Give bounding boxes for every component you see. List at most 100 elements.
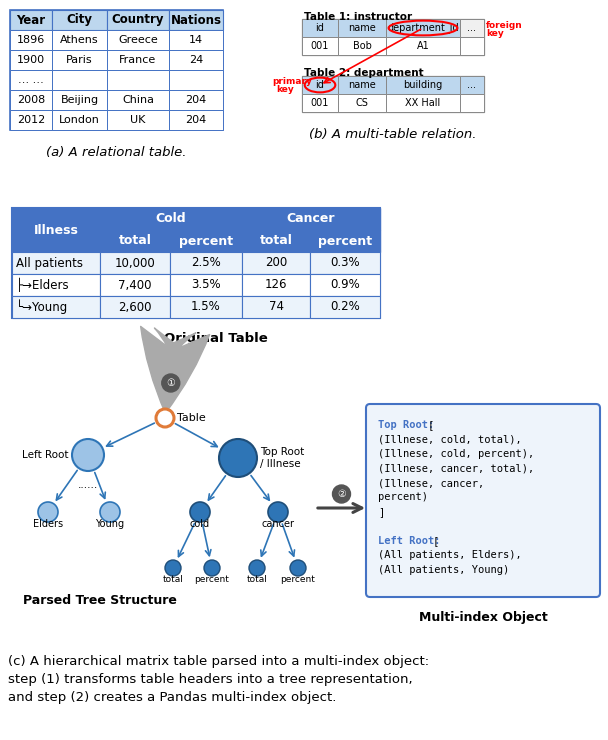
- Text: 24: 24: [189, 55, 203, 65]
- Text: Original Table: Original Table: [164, 332, 268, 345]
- Bar: [302, 37, 338, 55]
- Text: London: London: [59, 115, 100, 125]
- Text: [: [: [433, 536, 439, 546]
- Text: total: total: [162, 576, 184, 585]
- Bar: [169, 30, 223, 50]
- Text: Country: Country: [112, 13, 164, 27]
- Text: cold: cold: [190, 519, 210, 529]
- Text: ②: ②: [337, 489, 346, 499]
- Circle shape: [204, 560, 220, 576]
- Bar: [170, 274, 242, 296]
- Text: (a) A relational table.: (a) A relational table.: [46, 146, 187, 159]
- Text: 1896: 1896: [17, 35, 45, 45]
- Text: ①: ①: [167, 378, 175, 388]
- Text: ├→Elders: ├→Elders: [16, 278, 70, 292]
- Text: 10,000: 10,000: [115, 257, 156, 269]
- Text: step (1) transforms table headers into a tree representation,: step (1) transforms table headers into a…: [8, 673, 413, 686]
- Text: 1.5%: 1.5%: [191, 300, 221, 314]
- Bar: [52, 90, 107, 110]
- Text: 1900: 1900: [17, 55, 45, 65]
- Bar: [302, 94, 338, 112]
- Circle shape: [156, 409, 174, 427]
- Circle shape: [268, 502, 288, 522]
- Text: A1: A1: [416, 41, 429, 51]
- Bar: [460, 37, 484, 55]
- Bar: [242, 230, 310, 252]
- Bar: [242, 252, 310, 274]
- Circle shape: [190, 502, 210, 522]
- Bar: [460, 94, 484, 112]
- Text: 2012: 2012: [17, 115, 45, 125]
- Text: Multi-index Object: Multi-index Object: [419, 611, 547, 624]
- Text: (Illnese, cold, total),: (Illnese, cold, total),: [378, 434, 522, 445]
- Bar: [310, 274, 380, 296]
- Text: [: [: [428, 420, 434, 430]
- Bar: [169, 70, 223, 90]
- Text: Cold: Cold: [156, 212, 186, 226]
- Text: 2008: 2008: [17, 95, 45, 105]
- Bar: [460, 76, 484, 94]
- Text: department_id: department_id: [387, 22, 459, 33]
- Text: (c) A hierarchical matrix table parsed into a multi-index object:: (c) A hierarchical matrix table parsed i…: [8, 655, 429, 668]
- Text: id: id: [316, 23, 325, 33]
- Text: └→Young: └→Young: [16, 300, 68, 314]
- Text: cancer: cancer: [261, 519, 294, 529]
- Bar: [10, 10, 223, 130]
- Bar: [242, 208, 380, 230]
- Text: primary: primary: [272, 78, 312, 87]
- Bar: [310, 296, 380, 318]
- Text: 126: 126: [264, 278, 287, 292]
- Bar: [302, 76, 338, 94]
- Bar: [52, 30, 107, 50]
- Bar: [170, 252, 242, 274]
- Circle shape: [38, 502, 58, 522]
- Bar: [338, 94, 386, 112]
- Bar: [52, 50, 107, 70]
- Bar: [170, 296, 242, 318]
- Bar: [52, 10, 107, 30]
- Bar: [338, 19, 386, 37]
- Circle shape: [72, 439, 104, 471]
- Bar: [107, 50, 169, 70]
- Text: 001: 001: [311, 98, 329, 108]
- Bar: [12, 252, 100, 274]
- Text: 0.2%: 0.2%: [330, 300, 360, 314]
- Bar: [12, 274, 100, 296]
- Bar: [100, 274, 170, 296]
- Bar: [12, 208, 380, 318]
- Text: Nations: Nations: [170, 13, 221, 27]
- Bar: [10, 50, 52, 70]
- Text: 74: 74: [269, 300, 283, 314]
- Text: Top Root:: Top Root:: [378, 420, 441, 430]
- Bar: [386, 76, 460, 94]
- Text: Cancer: Cancer: [287, 212, 335, 226]
- Text: Beijing: Beijing: [60, 95, 98, 105]
- Text: 14: 14: [189, 35, 203, 45]
- Text: 0.9%: 0.9%: [330, 278, 360, 292]
- Text: percent): percent): [378, 493, 428, 502]
- Bar: [52, 70, 107, 90]
- Text: Table 1: instructor: Table 1: instructor: [304, 12, 412, 22]
- Bar: [242, 274, 310, 296]
- Circle shape: [162, 374, 180, 392]
- Circle shape: [100, 502, 120, 522]
- Text: China: China: [122, 95, 154, 105]
- Bar: [107, 10, 169, 30]
- Text: … …: … …: [18, 75, 44, 85]
- Text: 200: 200: [265, 257, 287, 269]
- Text: Greece: Greece: [118, 35, 158, 45]
- Bar: [52, 110, 107, 130]
- Bar: [242, 296, 310, 318]
- Bar: [12, 208, 100, 252]
- Bar: [386, 37, 460, 55]
- Text: 0.3%: 0.3%: [330, 257, 360, 269]
- Text: (Illnese, cold, percent),: (Illnese, cold, percent),: [378, 449, 534, 459]
- Text: Elders: Elders: [33, 519, 63, 529]
- Text: (Illnese, cancer, total),: (Illnese, cancer, total),: [378, 463, 534, 474]
- Bar: [10, 90, 52, 110]
- Text: 2,600: 2,600: [118, 300, 152, 314]
- Circle shape: [219, 439, 257, 477]
- Text: Table: Table: [177, 413, 206, 423]
- Text: CS: CS: [356, 98, 368, 108]
- Circle shape: [249, 560, 265, 576]
